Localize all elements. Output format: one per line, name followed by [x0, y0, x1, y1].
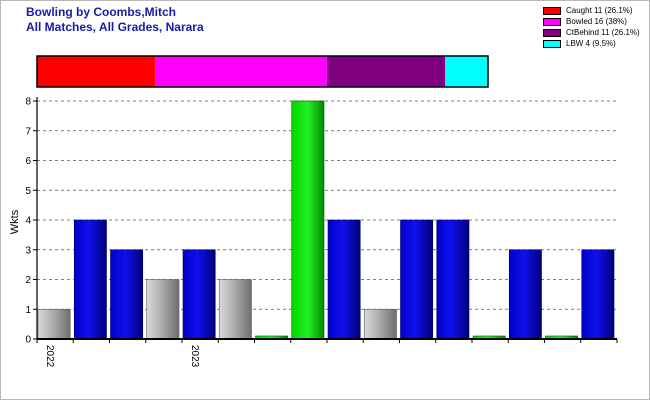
- y-tick-label: 4: [25, 216, 31, 227]
- breakdown-segment-caught: [37, 56, 156, 87]
- legend-swatch-ctbehind: [543, 28, 561, 37]
- y-tick-label: 0: [25, 335, 31, 346]
- legend-swatch-bowled: [543, 17, 561, 26]
- bar-15: [581, 249, 615, 340]
- bar-4: [182, 249, 216, 340]
- legend-label-caught: Caught 11 (26.1%): [566, 6, 633, 15]
- y-tick-label: 2: [25, 275, 31, 286]
- legend-swatch-caught: [543, 6, 561, 15]
- legend-swatch-lbw: [543, 39, 561, 48]
- legend-item-lbw: LBW 4 (9.5%): [543, 38, 640, 49]
- y-tick-label: 5: [25, 186, 31, 197]
- bar-2: [110, 249, 144, 340]
- bar-10: [400, 219, 434, 340]
- breakdown-outline: [36, 55, 489, 88]
- x-tick-label: 2023: [189, 345, 200, 368]
- breakdown-segment-ctbehind: [326, 56, 446, 87]
- bar-8: [327, 219, 361, 340]
- bar-0: [37, 308, 71, 340]
- legend-item-bowled: Bowled 16 (38%): [543, 16, 640, 27]
- bar-9: [363, 308, 397, 340]
- bar-13: [508, 249, 542, 340]
- breakdown-segment-bowled: [155, 56, 327, 87]
- legend-label-bowled: Bowled 16 (38%): [566, 17, 627, 26]
- legend-label-ctbehind: CtBehind 11 (26.1%): [566, 28, 640, 37]
- bar-5: [218, 279, 252, 340]
- chart-title: Bowling by Coombs,Mitch: [26, 5, 176, 19]
- y-tick-label: 6: [25, 156, 31, 167]
- breakdown-segment-lbw: [445, 56, 488, 87]
- legend-item-caught: Caught 11 (26.1%): [543, 5, 640, 16]
- y-tick-label: 7: [25, 126, 31, 137]
- y-tick-label: 8: [25, 97, 31, 108]
- y-axis-label: Wkts: [9, 209, 21, 234]
- y-tick-label: 1: [25, 305, 31, 316]
- bar-7: [291, 100, 325, 340]
- bar-1: [73, 219, 107, 340]
- bar-3: [146, 279, 180, 340]
- chart-subtitle: All Matches, All Grades, Narara: [26, 20, 204, 34]
- legend-label-lbw: LBW 4 (9.5%): [566, 39, 616, 48]
- y-tick-label: 3: [25, 245, 31, 256]
- x-tick-label: 2022: [44, 345, 55, 368]
- bar-11: [436, 219, 470, 340]
- legend-item-ctbehind: CtBehind 11 (26.1%): [543, 27, 640, 38]
- legend: Caught 11 (26.1%) Bowled 16 (38%) CtBehi…: [543, 5, 640, 49]
